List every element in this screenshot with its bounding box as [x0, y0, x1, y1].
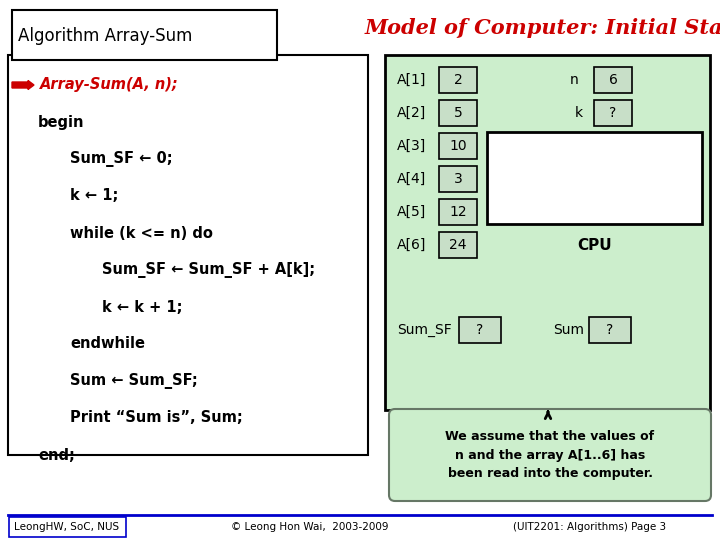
FancyBboxPatch shape — [594, 67, 632, 93]
Text: endwhile: endwhile — [70, 336, 145, 352]
Text: Algorithm Array-Sum: Algorithm Array-Sum — [18, 27, 192, 45]
Text: Model of Computer: Initial State: Model of Computer: Initial State — [364, 18, 720, 38]
Text: k ← 1;: k ← 1; — [70, 188, 118, 204]
Text: Sum_SF ← Sum_SF + A[k];: Sum_SF ← Sum_SF + A[k]; — [102, 262, 315, 278]
FancyArrow shape — [12, 80, 34, 90]
Text: CPU: CPU — [577, 238, 612, 253]
Text: 12: 12 — [449, 205, 467, 219]
Text: begin: begin — [38, 114, 84, 130]
Text: ?: ? — [606, 323, 613, 337]
Text: A[3]: A[3] — [397, 139, 426, 153]
FancyBboxPatch shape — [389, 409, 711, 501]
FancyBboxPatch shape — [439, 166, 477, 192]
Text: Sum_SF: Sum_SF — [397, 323, 451, 337]
Text: (UIT2201: Algorithms) Page 3: (UIT2201: Algorithms) Page 3 — [513, 522, 667, 532]
FancyBboxPatch shape — [594, 100, 632, 126]
Text: 5: 5 — [454, 106, 462, 120]
FancyBboxPatch shape — [589, 317, 631, 343]
Text: A[1]: A[1] — [397, 73, 426, 87]
FancyBboxPatch shape — [439, 199, 477, 225]
FancyBboxPatch shape — [439, 67, 477, 93]
Text: LeongHW, SoC, NUS: LeongHW, SoC, NUS — [14, 522, 120, 532]
Text: 3: 3 — [454, 172, 462, 186]
Text: 2: 2 — [454, 73, 462, 87]
Text: A[5]: A[5] — [397, 205, 426, 219]
Text: Array-Sum(A, n);: Array-Sum(A, n); — [40, 78, 179, 92]
Text: Sum_SF ← 0;: Sum_SF ← 0; — [70, 151, 173, 167]
Text: 10: 10 — [449, 139, 467, 153]
Text: A[4]: A[4] — [397, 172, 426, 186]
Text: n: n — [570, 73, 579, 87]
FancyBboxPatch shape — [439, 100, 477, 126]
Text: A[6]: A[6] — [397, 238, 426, 252]
Text: © Leong Hon Wai,  2003-2009: © Leong Hon Wai, 2003-2009 — [231, 522, 389, 532]
FancyBboxPatch shape — [9, 517, 126, 537]
FancyBboxPatch shape — [459, 317, 501, 343]
FancyBboxPatch shape — [439, 133, 477, 159]
FancyBboxPatch shape — [8, 55, 368, 455]
Text: A[2]: A[2] — [397, 106, 426, 120]
Text: Sum: Sum — [553, 323, 584, 337]
Text: k ← k + 1;: k ← k + 1; — [102, 300, 182, 314]
Text: ?: ? — [609, 106, 616, 120]
Text: Print “Sum is”, Sum;: Print “Sum is”, Sum; — [70, 410, 243, 426]
FancyBboxPatch shape — [12, 10, 277, 60]
FancyBboxPatch shape — [487, 132, 702, 224]
Text: ?: ? — [477, 323, 484, 337]
FancyBboxPatch shape — [385, 55, 710, 410]
Text: end;: end; — [38, 448, 75, 462]
Text: while (k <= n) do: while (k <= n) do — [70, 226, 213, 240]
Text: 24: 24 — [449, 238, 467, 252]
FancyBboxPatch shape — [439, 232, 477, 258]
Text: 6: 6 — [608, 73, 618, 87]
Text: We assume that the values of
n and the array A[1..6] has
been read into the comp: We assume that the values of n and the a… — [446, 429, 654, 481]
Text: Sum ← Sum_SF;: Sum ← Sum_SF; — [70, 373, 198, 389]
Text: k: k — [575, 106, 583, 120]
